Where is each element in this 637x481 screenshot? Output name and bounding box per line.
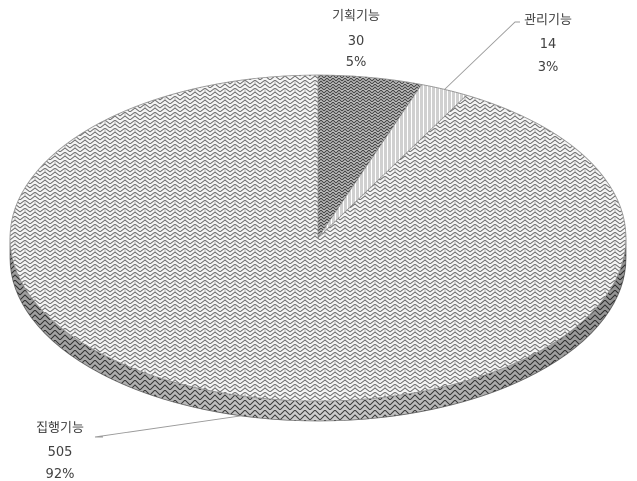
- pie-rim: [9, 74, 627, 402]
- slice-percent-label: 92%: [46, 467, 75, 481]
- slice-name-label: 관리기능: [524, 13, 572, 28]
- slice-label-planning: 기획기능 30 5%: [332, 9, 380, 70]
- slice-label-execution: 집행기능 505 92%: [36, 420, 84, 481]
- slice-value-label: 505: [48, 445, 73, 460]
- slice-value-label: 30: [348, 34, 365, 49]
- pie-slices: [9, 74, 627, 422]
- slice-label-management: 관리기능 14 3%: [524, 13, 572, 75]
- slice-name-label: 집행기능: [36, 420, 84, 436]
- slice-value-label: 14: [540, 37, 557, 52]
- pie-slice-execution: [9, 74, 627, 402]
- slice-percent-label: 5%: [346, 55, 367, 70]
- leader-line-execution: [94, 415, 242, 438]
- leader-lines: [94, 21, 520, 438]
- slice-percent-label: 3%: [538, 60, 559, 75]
- leader-line-management: [444, 21, 520, 90]
- slice-name-label: 기획기능: [332, 9, 380, 24]
